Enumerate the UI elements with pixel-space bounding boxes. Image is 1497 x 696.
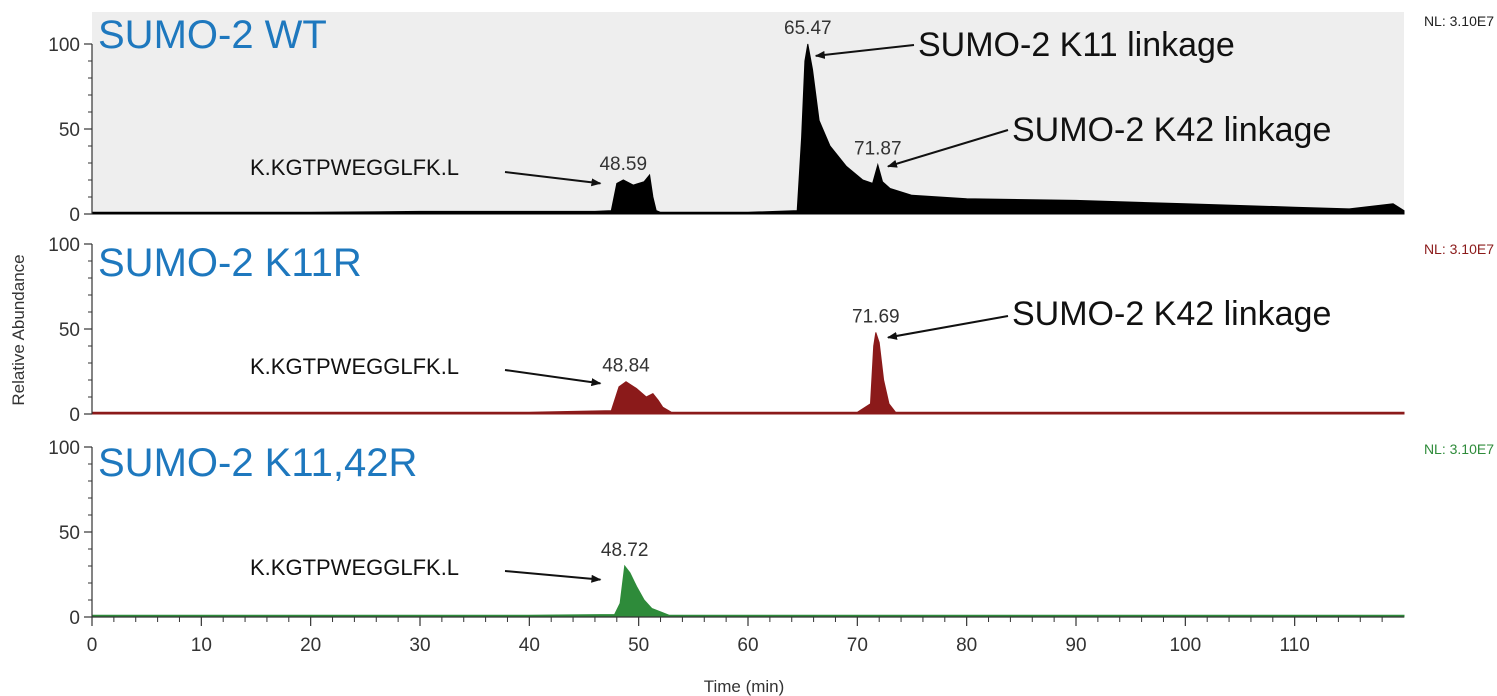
annotation-arrow <box>504 570 602 583</box>
chromatogram-trace-2 <box>91 332 1405 415</box>
panel-title: SUMO-2 WT <box>98 13 327 57</box>
chromatogram-trace-1 <box>91 43 1405 215</box>
y-axis-title: Relative Abundance <box>9 254 28 405</box>
x-axis-title: Time (min) <box>704 677 785 696</box>
x-tick-label: 20 <box>300 635 321 656</box>
y-tick-label: 0 <box>69 608 80 629</box>
x-tick-label: 0 <box>87 635 98 656</box>
normalization-level: NL: 3.10E7 <box>1424 13 1494 29</box>
x-tick-label: 80 <box>956 635 977 656</box>
panel-title: SUMO-2 K11,42R <box>98 441 417 485</box>
normalization-level: NL: 3.10E7 <box>1424 441 1494 457</box>
y-tick-label: 50 <box>59 320 80 341</box>
peak-annotation: K.KGTPWEGGLFK.L <box>250 354 459 379</box>
peak-label: 65.47 <box>784 18 832 39</box>
peak-label: 48.59 <box>599 154 647 175</box>
annotation-arrow <box>886 315 1009 340</box>
peak-annotation: SUMO-2 K42 linkage <box>1012 111 1331 149</box>
peak-annotation: K.KGTPWEGGLFK.L <box>250 155 459 180</box>
peak-annotation: SUMO-2 K11 linkage <box>918 26 1235 64</box>
annotation-arrow <box>886 129 1009 168</box>
peak-annotation: SUMO-2 K42 linkage <box>1012 295 1331 333</box>
peak-label: 48.84 <box>602 356 650 377</box>
panel-title: SUMO-2 K11R <box>98 241 362 285</box>
y-tick-label: 50 <box>59 523 80 544</box>
y-tick-label: 50 <box>59 120 80 141</box>
y-tick-label: 100 <box>48 35 80 56</box>
peak-label: 71.69 <box>852 306 900 327</box>
peak-annotation: K.KGTPWEGGLFK.L <box>250 555 459 580</box>
x-tick-label: 40 <box>519 635 540 656</box>
x-tick-label: 100 <box>1169 635 1201 656</box>
y-tick-label: 100 <box>48 438 80 459</box>
x-tick-label: 70 <box>847 635 868 656</box>
chromatogram-trace-3 <box>91 564 1405 618</box>
peak-label: 48.72 <box>601 540 649 561</box>
x-tick-label: 60 <box>737 635 758 656</box>
panel-background <box>92 12 1404 214</box>
y-tick-label: 0 <box>69 205 80 226</box>
x-tick-label: 110 <box>1280 635 1310 656</box>
normalization-level: NL: 3.10E7 <box>1424 241 1494 257</box>
x-tick-label: 30 <box>409 635 430 656</box>
x-tick-label: 50 <box>628 635 649 656</box>
y-tick-label: 0 <box>69 405 80 426</box>
x-tick-label: 90 <box>1065 635 1086 656</box>
annotation-arrow <box>814 44 915 59</box>
annotation-arrow <box>504 369 602 387</box>
x-tick-label: 10 <box>191 635 212 656</box>
annotation-arrow <box>504 171 602 187</box>
y-tick-label: 100 <box>48 235 80 256</box>
peak-label: 71.87 <box>854 139 902 160</box>
